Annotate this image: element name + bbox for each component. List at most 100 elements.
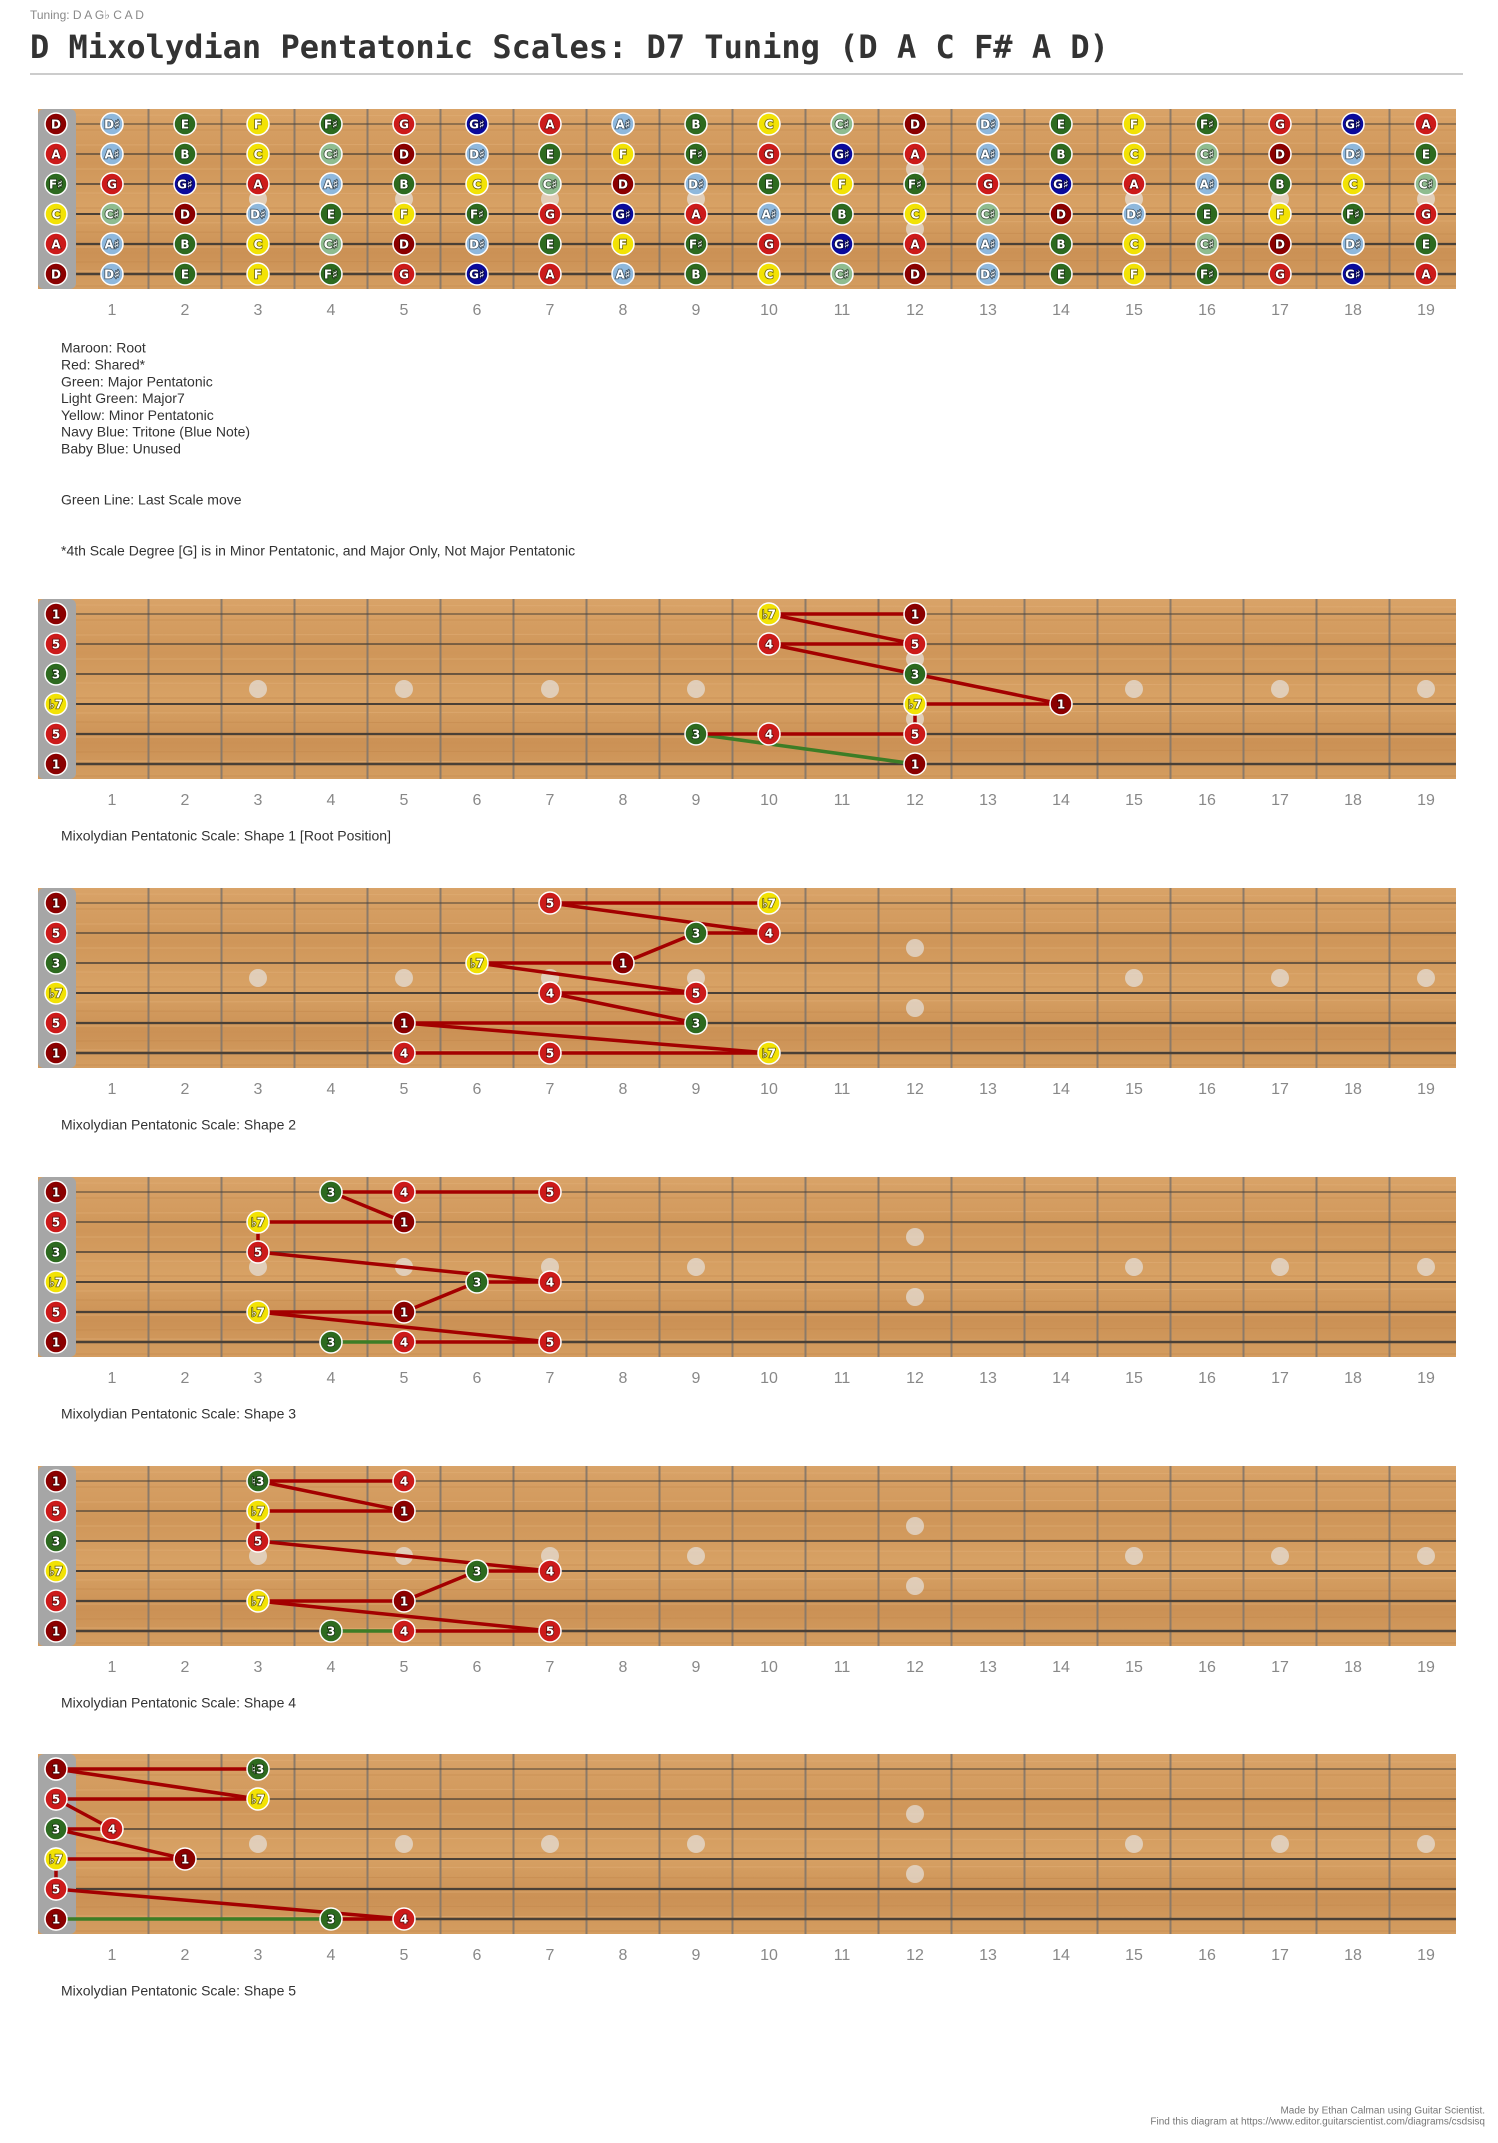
note-dot xyxy=(1414,112,1438,136)
note-label: G xyxy=(399,268,409,282)
fret-number: 13 xyxy=(979,1081,997,1098)
grain xyxy=(75,1627,1457,1631)
inlay xyxy=(906,939,924,957)
note-label: B xyxy=(1275,178,1284,192)
fret-number: 3 xyxy=(254,1370,263,1387)
note-dot xyxy=(684,202,708,226)
inlay xyxy=(1271,680,1289,698)
fret-number: 14 xyxy=(1052,792,1070,809)
fret-number: 3 xyxy=(254,302,263,319)
fret-number: 14 xyxy=(1052,1370,1070,1387)
note-dot xyxy=(1195,232,1219,256)
note-label: D xyxy=(1056,208,1066,222)
note-dot xyxy=(465,172,489,196)
fret-number: 7 xyxy=(546,1947,555,1964)
note-label: D xyxy=(1275,148,1285,162)
note-label: F xyxy=(254,118,262,132)
note-dot xyxy=(44,891,68,915)
note-dot xyxy=(246,1469,270,1493)
fret-number: 16 xyxy=(1198,302,1216,319)
note-dot xyxy=(1268,142,1292,166)
note-dot xyxy=(1341,172,1365,196)
inlay xyxy=(906,1577,924,1595)
note-label: ♭7 xyxy=(470,957,484,971)
note-label: G xyxy=(545,208,555,222)
note-dot xyxy=(611,202,635,226)
nut xyxy=(38,109,76,289)
fret-number: 13 xyxy=(979,302,997,319)
note-dot xyxy=(757,142,781,166)
note-label: ♭7 xyxy=(49,698,63,712)
note-label: G xyxy=(983,178,993,192)
note-label: B xyxy=(691,268,700,282)
note-dot xyxy=(44,172,68,196)
note-label: E xyxy=(181,268,189,282)
note-dot xyxy=(611,112,635,136)
inlay xyxy=(1417,969,1435,987)
fret-number: 4 xyxy=(327,1370,336,1387)
move-line xyxy=(256,1599,552,1633)
fret-number: 6 xyxy=(473,1081,482,1098)
note-label: A xyxy=(1421,118,1431,132)
note-dot xyxy=(44,1041,68,1065)
note-label: G♯ xyxy=(469,118,485,132)
note-label: G xyxy=(107,178,117,192)
note-label: F xyxy=(619,148,627,162)
note-dot xyxy=(392,1210,416,1234)
note-label: D♯ xyxy=(688,178,704,192)
note-label: C♯ xyxy=(835,118,850,132)
move-line xyxy=(256,1479,406,1513)
note-dot xyxy=(246,1240,270,1264)
fret-number: 12 xyxy=(906,1370,924,1387)
note-dot xyxy=(173,142,197,166)
note-label: A♯ xyxy=(1199,178,1214,192)
note-dot xyxy=(1414,262,1438,286)
note-label: ♭7 xyxy=(762,608,776,622)
move-line xyxy=(54,1827,187,1861)
note-label: 5 xyxy=(52,1883,60,1897)
note-dot xyxy=(44,112,68,136)
fret-number: 3 xyxy=(254,1947,263,1964)
note-label: 3 xyxy=(692,728,700,742)
note-label: A xyxy=(1129,178,1139,192)
note-label: 4 xyxy=(546,987,554,1001)
note-dot xyxy=(757,632,781,656)
note-label: A♯ xyxy=(615,268,630,282)
note-label: G xyxy=(1275,118,1285,132)
note-label: G xyxy=(764,148,774,162)
note-dot xyxy=(392,1300,416,1324)
fret-number: 7 xyxy=(546,1370,555,1387)
note-label: 5 xyxy=(546,1336,554,1350)
note-dot xyxy=(44,1619,68,1643)
fret-number: 11 xyxy=(834,792,851,809)
note-label: ♭7 xyxy=(251,1216,265,1230)
note-dot xyxy=(684,722,708,746)
note-label: C♯ xyxy=(1419,178,1434,192)
note-label: ♭7 xyxy=(251,1595,265,1609)
note-label: F♯ xyxy=(324,118,338,132)
fret-number: 18 xyxy=(1344,1370,1362,1387)
note-dot xyxy=(1049,112,1073,136)
note-label: ♭7 xyxy=(49,1853,63,1867)
note-dot xyxy=(392,202,416,226)
inlay xyxy=(1271,1258,1289,1276)
note-label: E xyxy=(546,148,554,162)
note-label: 3 xyxy=(52,1246,60,1260)
grain xyxy=(75,1915,1457,1919)
shape-caption: Mixolydian Pentatonic Scale: Shape 3 xyxy=(61,1406,296,1422)
note-label: D♯ xyxy=(1345,238,1361,252)
note-label: F♯ xyxy=(324,268,338,282)
grain xyxy=(75,749,1457,753)
note-dot xyxy=(44,1270,68,1294)
fret-number: 12 xyxy=(906,1947,924,1964)
note-dot xyxy=(44,602,68,626)
note-label: 5 xyxy=(546,1625,554,1639)
note-dot xyxy=(1049,142,1073,166)
note-label: 1 xyxy=(400,1595,408,1609)
shape-caption: Mixolydian Pentatonic Scale: Shape 2 xyxy=(61,1117,296,1133)
note-label: 1 xyxy=(52,1186,60,1200)
move-line xyxy=(329,1190,406,1224)
note-dot xyxy=(538,1330,562,1354)
grain xyxy=(75,1865,1457,1869)
